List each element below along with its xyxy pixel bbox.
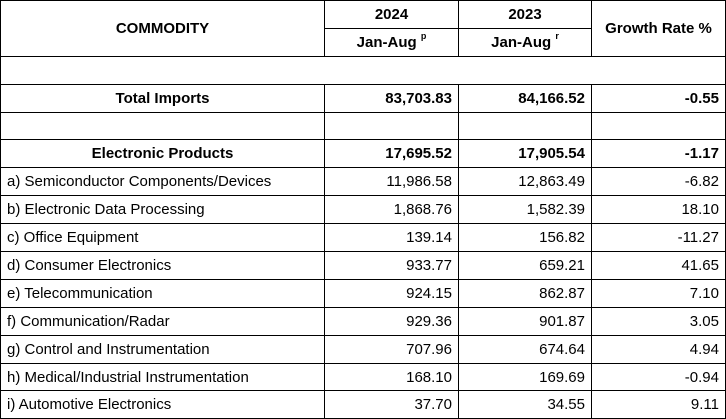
- growth-value: 9.11: [591, 390, 726, 419]
- row-label: h) Medical/Industrial Instrumentation: [0, 362, 325, 392]
- value-2023: 12,863.49: [458, 167, 592, 197]
- total-imports-row: Total Imports 83,703.83 84,166.52 -0.55: [0, 83, 726, 113]
- table-row: b) Electronic Data Processing 1,868.76 1,5…: [0, 195, 726, 225]
- revised-mark: r: [555, 31, 559, 42]
- growth-value: 41.65: [591, 251, 726, 280]
- value-2023: 84,166.52: [458, 83, 592, 113]
- value-2023: 674.64: [458, 334, 592, 364]
- value-2023: 156.82: [458, 223, 592, 253]
- preliminary-mark: p: [420, 31, 427, 42]
- growth-value: 7.10: [591, 278, 726, 308]
- row-label: d) Consumer Electronics: [0, 251, 325, 280]
- spacer-row: [0, 111, 726, 141]
- growth-value: 18.10: [591, 195, 726, 225]
- spacer-row: [0, 55, 726, 85]
- header-row-1: COMMODITY 2024 2023 Growth Rate %: [0, 0, 726, 57]
- growth-value: 3.05: [591, 306, 726, 336]
- growth-value: -11.27: [591, 223, 726, 253]
- period-label: Jan-Aug: [491, 34, 552, 52]
- table-row: e) Telecommunication 924.15 862.87 7.10: [0, 278, 726, 308]
- growth-value: -0.55: [591, 83, 726, 113]
- row-label: i) Automotive Electronics: [0, 390, 325, 419]
- value-2024: 11,986.58: [324, 167, 459, 197]
- value-2024: 139.14: [324, 223, 459, 253]
- value-2023: 1,582.39: [458, 195, 592, 225]
- table-row: f) Communication/Radar 929.36 901.87 3.05: [0, 306, 726, 336]
- row-label: f) Communication/Radar: [0, 306, 325, 336]
- value-2023: 659.21: [458, 251, 592, 280]
- period-2024-header: Jan-Aug p: [324, 27, 459, 57]
- row-label: e) Telecommunication: [0, 278, 325, 308]
- table-row: i) Automotive Electronics 37.70 34.55 9.11: [0, 390, 726, 419]
- value-2024: 37.70: [324, 390, 459, 419]
- growth-rate-header: Growth Rate %: [591, 0, 726, 57]
- year-2024-header: 2024: [324, 0, 459, 29]
- row-label: b) Electronic Data Processing: [0, 195, 325, 225]
- value-2024: 1,868.76: [324, 195, 459, 225]
- value-2024: 933.77: [324, 251, 459, 280]
- row-label: a) Semiconductor Components/Devices: [0, 167, 325, 197]
- growth-value: -6.82: [591, 167, 726, 197]
- value-2023: 17,905.54: [458, 139, 592, 169]
- value-2024: 929.36: [324, 306, 459, 336]
- commodity-header: COMMODITY: [0, 0, 325, 57]
- table-row: g) Control and Instrumentation 707.96 674.…: [0, 334, 726, 364]
- period-label: Jan-Aug: [356, 34, 417, 52]
- row-label: c) Office Equipment: [0, 223, 325, 253]
- year-2023-header: 2023: [458, 0, 592, 29]
- row-label: Total Imports: [0, 83, 325, 113]
- table-row: a) Semiconductor Components/Devices 11,98…: [0, 167, 726, 197]
- value-2023: 862.87: [458, 278, 592, 308]
- electronic-products-row: Electronic Products 17,695.52 17,905.54 …: [0, 139, 726, 169]
- growth-value: -1.17: [591, 139, 726, 169]
- value-2024: 17,695.52: [324, 139, 459, 169]
- row-label: Electronic Products: [0, 139, 325, 169]
- table-row: h) Medical/Industrial Instrumentation 168…: [0, 362, 726, 392]
- header-row-2: Jan-Aug p Jan-Aug r: [1, 27, 726, 57]
- row-label: g) Control and Instrumentation: [0, 334, 325, 364]
- value-2023: 901.87: [458, 306, 592, 336]
- period-2023-header: Jan-Aug r: [458, 27, 592, 57]
- table-row: d) Consumer Electronics 933.77 659.21 41.65: [0, 251, 726, 280]
- growth-value: 4.94: [591, 334, 726, 364]
- table-row: c) Office Equipment 139.14 156.82 -11.27: [0, 223, 726, 253]
- value-2024: 707.96: [324, 334, 459, 364]
- value-2023: 34.55: [458, 390, 592, 419]
- value-2024: 924.15: [324, 278, 459, 308]
- value-2023: 169.69: [458, 362, 592, 392]
- value-2024: 168.10: [324, 362, 459, 392]
- growth-value: -0.94: [591, 362, 726, 392]
- value-2024: 83,703.83: [324, 83, 459, 113]
